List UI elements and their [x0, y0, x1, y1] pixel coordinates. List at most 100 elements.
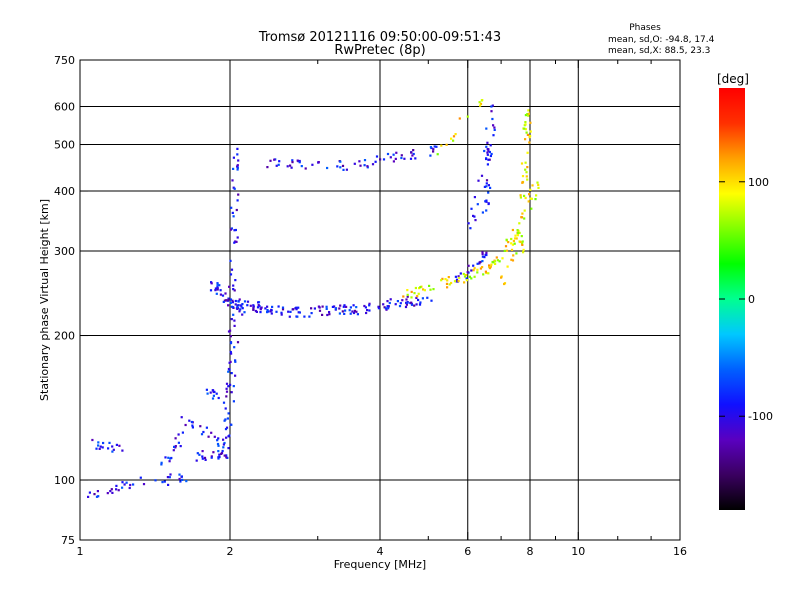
scatter-point [521, 242, 524, 245]
scatter-point [224, 407, 227, 410]
scatter-point [484, 200, 487, 203]
scatter-point [236, 147, 239, 150]
scatter-point [181, 431, 184, 434]
scatter-point [216, 288, 219, 291]
scatter-point [325, 305, 328, 308]
scatter-point [485, 145, 488, 148]
scatter-point [252, 308, 255, 311]
scatter-point [234, 240, 237, 243]
scatter-point [318, 306, 321, 309]
scatter-point [269, 159, 272, 162]
scatter-point [485, 209, 488, 212]
scatter-point [522, 251, 525, 254]
scatter-point [202, 430, 205, 434]
scatter-point [413, 292, 416, 295]
scatter-point [164, 456, 167, 459]
y-axis-label: Stationary phase Virtual Height [km] [38, 199, 51, 401]
scatter-point [359, 164, 362, 167]
scatter-point [266, 166, 269, 169]
scatter-point [472, 214, 475, 217]
scatter-point [374, 160, 377, 163]
scatter-point [445, 282, 449, 285]
data-points [87, 99, 540, 498]
scatter-point [353, 162, 356, 165]
scatter-point [535, 194, 538, 197]
scatter-point [181, 478, 184, 481]
scatter-point [352, 304, 355, 307]
scatter-point [304, 167, 307, 170]
scatter-point [479, 104, 482, 107]
scatter-point [98, 447, 101, 450]
scatter-point [216, 439, 219, 442]
scatter-point [235, 208, 238, 212]
scatter-point [297, 311, 300, 314]
scatter-point [139, 476, 142, 479]
scatter-point [524, 138, 527, 141]
scatter-point [292, 308, 295, 311]
scatter-point [166, 476, 169, 479]
scatter-point [450, 137, 453, 140]
scatter-point [481, 99, 484, 102]
scatter-point [229, 350, 232, 354]
scatter-point [190, 420, 193, 424]
scatter-point [236, 341, 240, 344]
scatter-point [356, 313, 359, 316]
scatter-point [101, 446, 104, 449]
scatter-point [487, 149, 490, 152]
scatter-point [529, 121, 532, 124]
y-tick-label: 300 [54, 245, 75, 258]
scatter-point [172, 449, 175, 452]
scatter-point [404, 305, 408, 309]
scatter-point [266, 311, 269, 314]
scatter-point [223, 419, 226, 422]
scatter-point [406, 289, 409, 292]
scatter-point [452, 135, 456, 138]
scatter-point [225, 390, 229, 393]
scatter-point [468, 275, 471, 278]
scatter-point [235, 240, 238, 243]
scatter-point [270, 312, 273, 315]
scatter-point [216, 287, 219, 290]
scatter-point [167, 456, 170, 459]
scatter-point [266, 309, 269, 312]
scatter-point [457, 275, 460, 278]
scatter-point [416, 295, 419, 298]
scatter-point [222, 443, 225, 446]
scatter-point [481, 266, 484, 269]
scatter-point [343, 304, 346, 307]
scatter-point [386, 300, 389, 303]
scatter-point [503, 282, 506, 286]
scatter-point [87, 495, 90, 498]
scatter-point [450, 281, 453, 285]
scatter-point [363, 304, 366, 308]
scatter-point [445, 143, 448, 146]
scatter-point [432, 150, 435, 153]
scatter-point [106, 492, 109, 495]
scatter-point [345, 305, 348, 308]
scatter-point [432, 288, 435, 291]
x-axis-label: Frequency [MHz] [334, 558, 426, 571]
scatter-point [298, 159, 301, 163]
scatter-point [501, 257, 504, 260]
scatter-point [229, 335, 232, 338]
scatter-point [97, 444, 100, 447]
scatter-point [239, 308, 242, 311]
scatter-point [121, 486, 124, 489]
scatter-point [128, 486, 131, 490]
scatter-point [286, 165, 289, 168]
scatter-point [490, 105, 493, 108]
scatter-point [313, 307, 316, 310]
scatter-point [415, 296, 418, 299]
scatter-point [418, 287, 421, 290]
scatter-point [441, 277, 444, 280]
scatter-point [433, 145, 436, 148]
scatter-point [490, 152, 493, 156]
scatter-point [225, 395, 228, 398]
scatter-point [328, 313, 331, 316]
scatter-point [257, 301, 260, 304]
scatter-point [353, 309, 356, 312]
scatter-point [384, 307, 387, 310]
scatter-point [163, 480, 166, 483]
scatter-point [252, 306, 255, 309]
scatter-point [214, 289, 217, 292]
